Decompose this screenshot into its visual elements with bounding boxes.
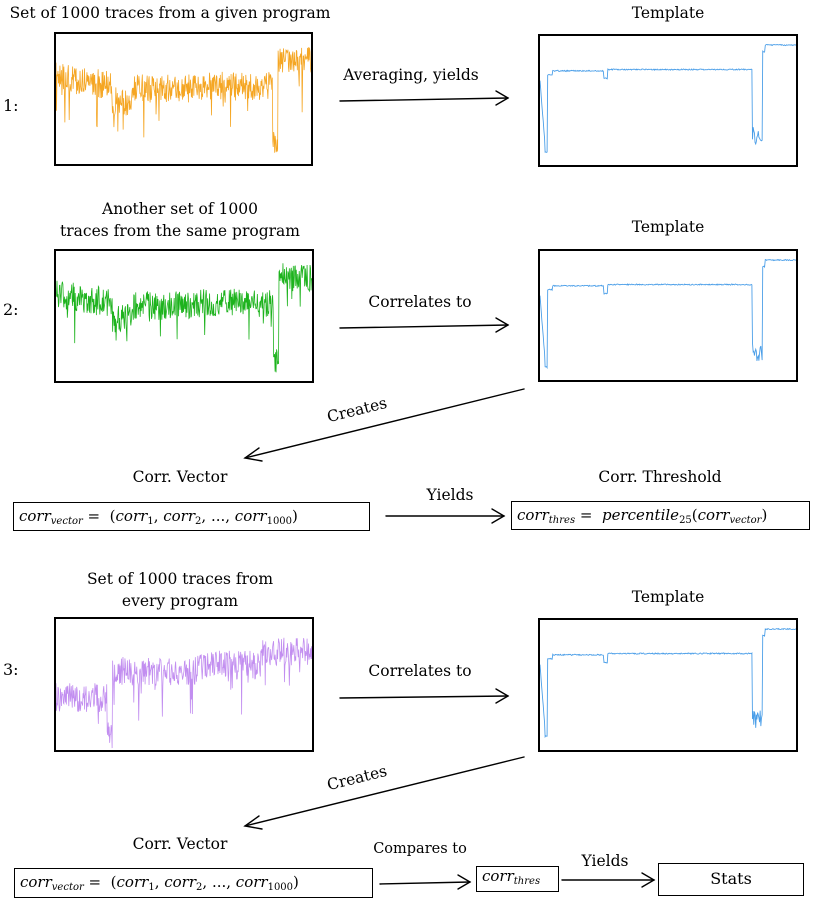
- row3-source-title-line1: Set of 1000 traces from: [86, 570, 274, 588]
- arrow-row3-creates: [243, 756, 525, 830]
- row2-arrow-label: Correlates to: [368, 293, 472, 311]
- arrow-row3-compares: [379, 874, 472, 890]
- row1-template-title: Template: [631, 4, 705, 22]
- arrow-row3-correlates: [339, 688, 510, 704]
- green-trace-line: [56, 263, 312, 373]
- row1-source-title: Set of 1000 traces from a given program: [9, 4, 331, 22]
- row3-compares-label: Compares to: [373, 841, 467, 857]
- template-trace-line: [540, 258, 796, 370]
- arrow-row3-yields: [561, 872, 656, 888]
- arrow-row2-creates: [243, 388, 525, 462]
- row2-threshold-title: Corr. Threshold: [598, 468, 722, 486]
- row3-stats-box: Stats: [658, 863, 804, 896]
- purple-trace-line: [56, 637, 312, 749]
- row3-vector-title: Corr. Vector: [132, 835, 228, 853]
- row1-template-plot: [538, 34, 798, 167]
- row2-source-traces-plot: [54, 249, 314, 383]
- row1-source-traces-plot: [54, 32, 313, 166]
- arrow-row2-yields: [385, 508, 506, 524]
- row2-source-title-line1: Another set of 1000: [102, 200, 258, 218]
- row2-vector-title: Corr. Vector: [132, 468, 228, 486]
- arrow-row2-correlates: [339, 317, 510, 333]
- row3-source-title-line2: every program: [121, 592, 239, 610]
- orange-trace-line: [56, 47, 311, 153]
- template-trace-line: [540, 627, 796, 739]
- row2-yields-label: Yields: [426, 486, 474, 504]
- row3-yields-label: Yields: [581, 852, 629, 870]
- row2-corr-threshold-formula: corrthres = percentile25(corrvector): [511, 501, 810, 530]
- template-trace-line: [540, 43, 796, 153]
- row3-corr-vector-formula: corrvector = (corr1, corr2, ..., corr100…: [14, 868, 373, 898]
- row3-arrow-label: Correlates to: [368, 662, 472, 680]
- row3-corr-threshold-box: corrthres: [476, 866, 559, 892]
- row2-source-title-line2: traces from the same program: [60, 222, 300, 240]
- row2-template-plot: [538, 249, 798, 382]
- row3-source-traces-plot: [54, 617, 314, 752]
- row2-corr-vector-formula: corrvector = (corr1, corr2, ..., corr100…: [13, 502, 370, 531]
- row-number-1: 1:: [3, 96, 19, 115]
- row-number-2: 2:: [3, 300, 19, 319]
- arrow-row1-averaging: [339, 90, 510, 106]
- row3-template-plot: [538, 618, 798, 752]
- row-number-3: 3:: [3, 660, 19, 679]
- row1-arrow-label: Averaging, yields: [343, 66, 479, 84]
- row2-template-title: Template: [631, 218, 705, 236]
- row3-template-title: Template: [631, 588, 705, 606]
